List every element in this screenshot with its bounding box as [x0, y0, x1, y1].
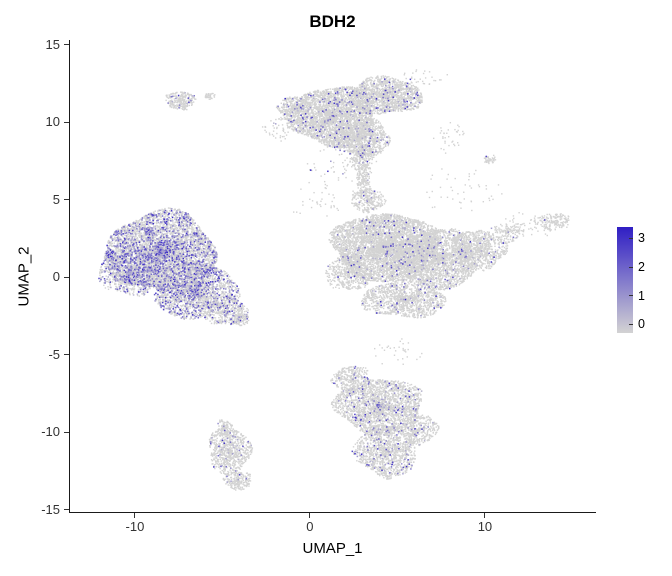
x-tick-label: 0 — [306, 519, 314, 534]
y-tick-label: 15 — [45, 36, 60, 52]
colorbar-tick-mark — [629, 237, 633, 239]
y-tick-label: -10 — [41, 424, 60, 440]
colorbar-tick-mark — [629, 323, 633, 325]
y-tick-mark — [64, 509, 69, 511]
y-tick-mark — [64, 354, 69, 356]
colorbar-tick-label: 1 — [638, 288, 645, 303]
colorbar-tick-label: 2 — [638, 260, 645, 275]
colorbar-gradient — [617, 227, 633, 333]
x-tick-mark — [484, 513, 486, 518]
y-tick-label: 10 — [45, 114, 60, 130]
y-tick-mark — [64, 199, 69, 201]
x-axis-line — [69, 512, 596, 513]
colorbar-tick-label: 3 — [638, 231, 645, 246]
x-tick-label: -10 — [125, 519, 145, 534]
plot-area — [70, 40, 595, 512]
y-axis-line — [69, 40, 70, 513]
y-tick-label: -15 — [41, 501, 60, 517]
x-axis-label: UMAP_1 — [302, 540, 363, 557]
y-tick-label: -5 — [48, 346, 60, 362]
y-tick-label: 5 — [52, 191, 60, 207]
y-tick-label: 0 — [52, 269, 60, 285]
x-tick-mark — [134, 513, 136, 518]
x-tick-mark — [309, 513, 311, 518]
y-tick-mark — [64, 431, 69, 433]
colorbar-tick-mark — [629, 266, 633, 268]
scatter-canvas — [70, 40, 595, 512]
x-tick-label: 10 — [477, 519, 493, 534]
y-tick-mark — [64, 276, 69, 278]
plot-title: BDH2 — [309, 12, 356, 31]
colorbar-tick-label: 0 — [638, 317, 645, 332]
y-tick-mark — [64, 121, 69, 123]
colorbar-tick-mark — [629, 295, 633, 297]
y-tick-mark — [64, 44, 69, 46]
